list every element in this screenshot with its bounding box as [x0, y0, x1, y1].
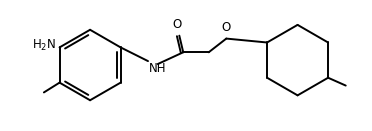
Text: NH: NH [149, 62, 167, 75]
Text: O: O [222, 21, 231, 34]
Text: $\mathregular{H_2N}$: $\mathregular{H_2N}$ [32, 38, 57, 53]
Text: O: O [173, 18, 182, 31]
